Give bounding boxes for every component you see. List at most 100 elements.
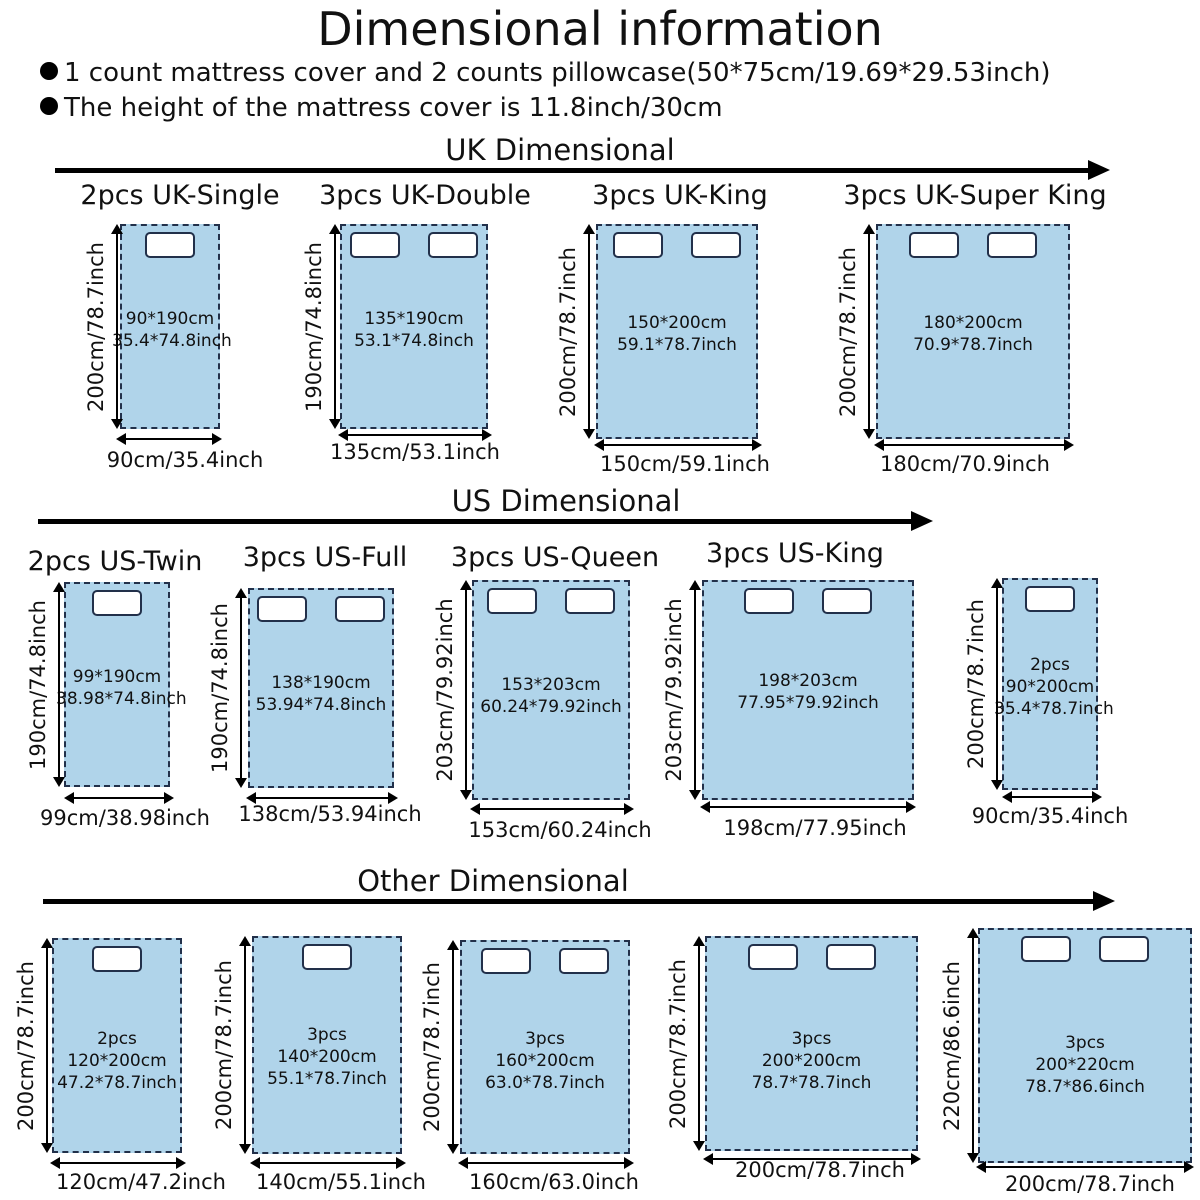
bed-title: 3pcs UK-Super King — [843, 180, 1107, 211]
size-label-line: 138*190cm — [271, 673, 371, 693]
mattress: 180*200cm 70.9*78.7inch — [876, 224, 1070, 439]
size-label: 2pcs 90*200cm 35.4*78.7inch — [994, 654, 1114, 720]
size-label-line: 53.94*74.8inch — [255, 695, 387, 715]
size-label-line: 78.7*78.7inch — [751, 1073, 872, 1093]
note-text: The height of the mattress cover is 11.8… — [64, 93, 723, 123]
width-label: 180cm/70.9inch — [880, 452, 1050, 476]
height-arrow — [991, 578, 1003, 790]
width-arrow — [458, 1157, 634, 1169]
note-pillowcase: 1 count mattress cover and 2 counts pill… — [40, 58, 1051, 88]
width-label: 200cm/78.7inch — [1005, 1172, 1175, 1196]
pillow-icon — [744, 588, 794, 614]
size-label-line: 2pcs — [1030, 655, 1070, 675]
mattress: 3pcs 160*200cm 63.0*78.7inch — [460, 940, 630, 1154]
size-label: 90*190cm 35.4*74.8inch — [112, 308, 232, 352]
bed-title: 3pcs US-Full — [242, 542, 408, 573]
pillow-icon — [691, 232, 741, 258]
size-label-line: 78.7*86.6inch — [1025, 1077, 1145, 1097]
size-label-line: 198*203cm — [758, 671, 858, 691]
size-label-line: 2pcs — [97, 1029, 137, 1049]
width-label: 153cm/60.24inch — [468, 818, 652, 842]
pillow-icon — [909, 232, 959, 258]
width-label: 120cm/47.2inch — [56, 1170, 226, 1194]
size-label: 2pcs 120*200cm 47.2*78.7inch — [44, 1028, 190, 1094]
size-label: 3pcs 200*220cm 78.7*86.6inch — [970, 1032, 1200, 1098]
height-label: 203cm/79.92inch — [433, 598, 457, 782]
height-label: 200cm/78.7inch — [84, 241, 108, 412]
pillow-icon — [987, 232, 1037, 258]
height-label: 190cm/74.8inch — [26, 599, 50, 770]
mattress: 2pcs 120*200cm 47.2*78.7inch — [52, 938, 182, 1153]
size-label-line: 77.95*79.92inch — [737, 693, 879, 713]
pillow-icon — [1099, 936, 1149, 962]
size-label-line: 120*200cm — [67, 1051, 167, 1071]
pillow-icon — [559, 948, 609, 974]
size-label-line: 59.1*78.7inch — [617, 335, 737, 355]
page-title: Dimensional information — [317, 2, 883, 56]
height-label: 220cm/86.6inch — [940, 960, 964, 1131]
pillow-icon — [350, 232, 400, 258]
height-arrow — [447, 940, 459, 1154]
size-label-line: 3pcs — [307, 1025, 347, 1045]
size-label-line: 90*200cm — [1005, 677, 1095, 697]
height-arrow — [967, 928, 979, 1163]
pillow-icon — [92, 946, 142, 972]
pillow-icon — [92, 590, 142, 616]
width-arrow — [1002, 791, 1102, 803]
size-label-line: 3pcs — [791, 1029, 832, 1049]
note-text: 1 count mattress cover and 2 counts pill… — [64, 58, 1051, 88]
height-arrow — [239, 936, 251, 1154]
section-arrow-us — [38, 511, 933, 531]
section-title-us: US Dimensional — [451, 484, 681, 518]
bed-title: 3pcs US-King — [706, 538, 884, 569]
size-label-line: 150*200cm — [627, 313, 727, 333]
bed-title: 2pcs UK-Single — [80, 180, 280, 211]
section-arrow-other — [43, 891, 1115, 911]
height-arrow — [41, 938, 53, 1153]
height-arrow — [111, 224, 123, 429]
mattress: 99*190cm 38.98*74.8inch — [56, 582, 187, 787]
width-arrow — [116, 433, 222, 445]
height-label: 200cm/78.7inch — [14, 960, 38, 1131]
mattress: 90*190cm 35.4*74.8inch — [112, 224, 232, 429]
size-label: 153*203cm 60.24*79.92inch — [464, 674, 638, 718]
width-label: 160cm/63.0inch — [469, 1170, 639, 1194]
size-label-line: 35.4*74.8inch — [112, 331, 232, 351]
height-label: 203cm/79.92inch — [662, 598, 686, 782]
size-label: 3pcs 140*200cm 55.1*78.7inch — [244, 1024, 410, 1090]
height-label: 200cm/78.7inch — [666, 958, 690, 1129]
height-arrow — [460, 580, 472, 800]
pillow-icon — [613, 232, 663, 258]
size-label-line: 160*200cm — [495, 1051, 595, 1071]
pillow-icon — [565, 588, 615, 614]
pillow-icon — [1021, 936, 1071, 962]
mattress: 138*190cm 53.94*74.8inch — [248, 588, 394, 788]
section-title-uk: UK Dimensional — [445, 133, 675, 167]
height-label: 200cm/78.7inch — [212, 960, 236, 1130]
size-label-line: 70.9*78.7inch — [913, 335, 1033, 355]
height-label: 200cm/78.7inch — [836, 246, 860, 417]
width-arrow — [470, 803, 634, 815]
pillow-icon — [302, 944, 352, 970]
width-label: 200cm/78.7inch — [735, 1158, 905, 1182]
pillow-icon — [145, 232, 195, 258]
pillow-icon — [481, 948, 531, 974]
size-label-line: 180*200cm — [923, 313, 1023, 333]
height-label: 190cm/74.8inch — [302, 241, 326, 412]
note-height: The height of the mattress cover is 11.8… — [40, 93, 723, 123]
bullet-icon — [40, 97, 58, 115]
height-label: 200cm/78.7inch — [556, 246, 580, 417]
size-label-line: 55.1*78.7inch — [267, 1069, 387, 1089]
size-label-line: 53.1*74.8inch — [354, 331, 474, 351]
size-label-line: 140*200cm — [277, 1047, 377, 1067]
size-label-line: 60.24*79.92inch — [480, 697, 622, 717]
height-arrow — [689, 580, 701, 800]
width-arrow — [50, 1157, 186, 1169]
size-label-line: 35.4*78.7inch — [994, 699, 1114, 719]
height-label: 200cm/78.7inch — [964, 599, 988, 769]
size-label-line: 3pcs — [525, 1029, 565, 1049]
size-label: 198*203cm 77.95*79.92inch — [694, 670, 922, 714]
height-arrow — [583, 224, 595, 439]
pillow-icon — [825, 944, 876, 970]
size-label-line: 38.98*74.8inch — [56, 689, 187, 709]
